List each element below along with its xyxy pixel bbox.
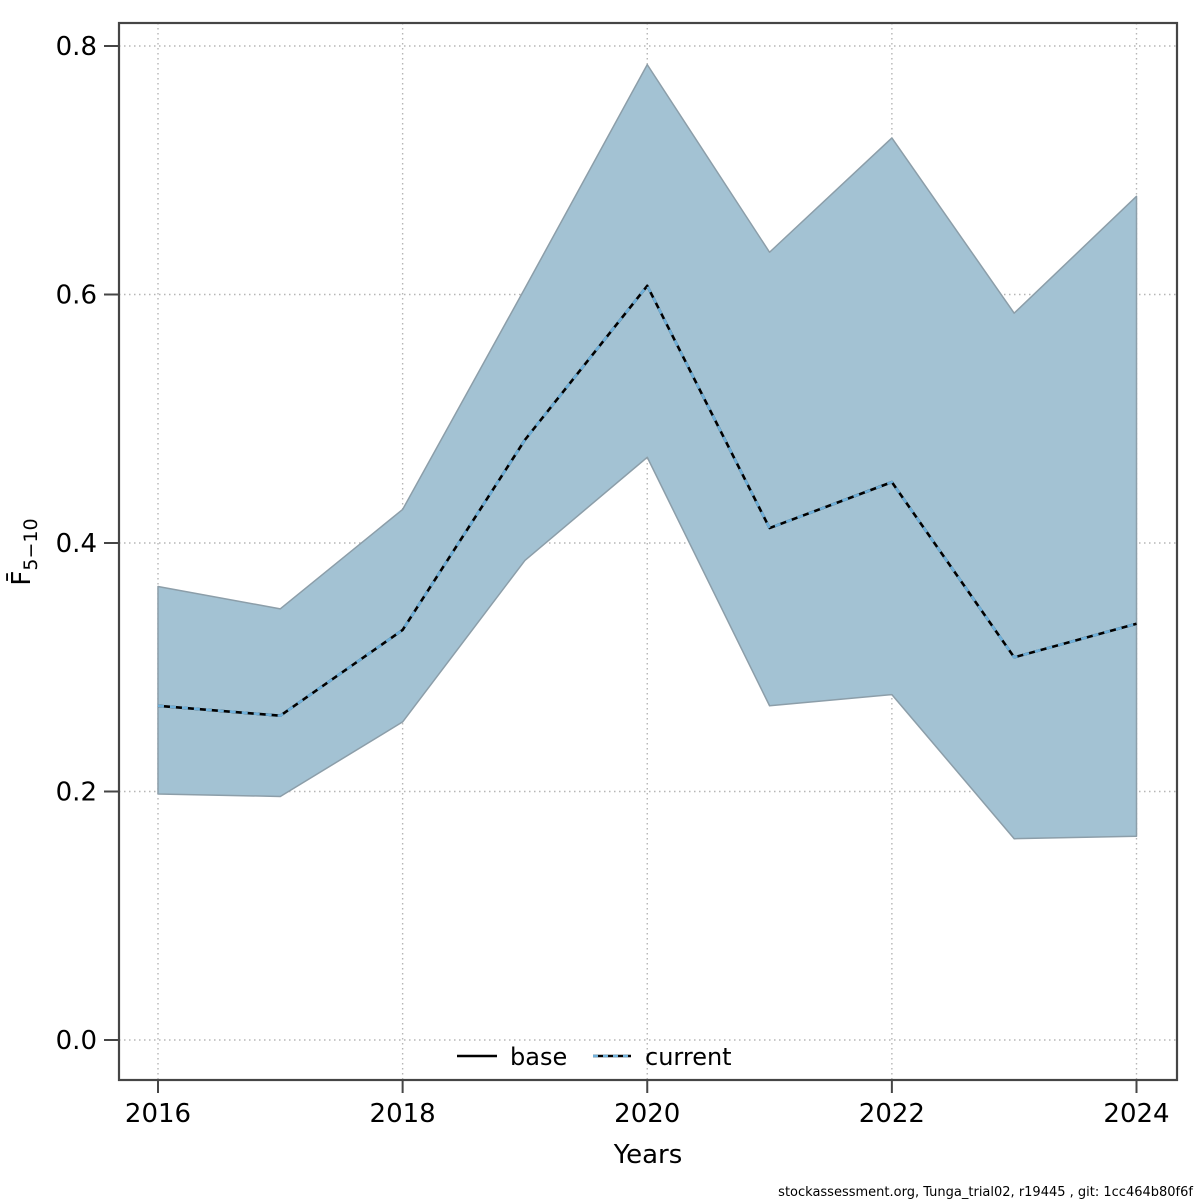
y-axis-tick-label: 0.2 <box>56 778 97 808</box>
confidence-band-layer <box>157 63 1138 840</box>
legend-label-base: base <box>510 1043 567 1071</box>
x-axis-tick-label: 2024 <box>1103 1099 1169 1129</box>
y-axis-tick-label: 0.8 <box>56 32 97 62</box>
y-axis-title-subscript: 5−10 <box>20 518 42 570</box>
y-axis-tick-label: 0.6 <box>56 281 97 311</box>
legend: base current <box>457 1043 732 1071</box>
y-axis-title-main: F̄ <box>5 571 37 586</box>
x-axis-title: Years <box>613 1140 683 1170</box>
legend-label-current: current <box>645 1043 732 1071</box>
y-axis-tick-label: 0.0 <box>56 1026 97 1056</box>
x-axis-tick-label: 2020 <box>614 1099 680 1129</box>
series-layer <box>157 284 1137 718</box>
axes-layer: 2016 2018 2020 2022 2024 0.0 0.2 0.4 0.6 0.8 <box>56 21 1179 1129</box>
confidence-band <box>157 63 1138 840</box>
current-line <box>157 284 1137 718</box>
y-axis-title: F̄5−10 <box>5 518 42 585</box>
x-axis-tick-label: 2022 <box>859 1099 925 1129</box>
footnote-source-text: stockassessment.org, Tunga_trial02, r194… <box>778 1185 1193 1200</box>
x-axis-tick-label: 2016 <box>125 1099 191 1129</box>
y-axis-tick-label: 0.4 <box>56 529 97 559</box>
x-axis-tick-label: 2018 <box>370 1099 436 1129</box>
